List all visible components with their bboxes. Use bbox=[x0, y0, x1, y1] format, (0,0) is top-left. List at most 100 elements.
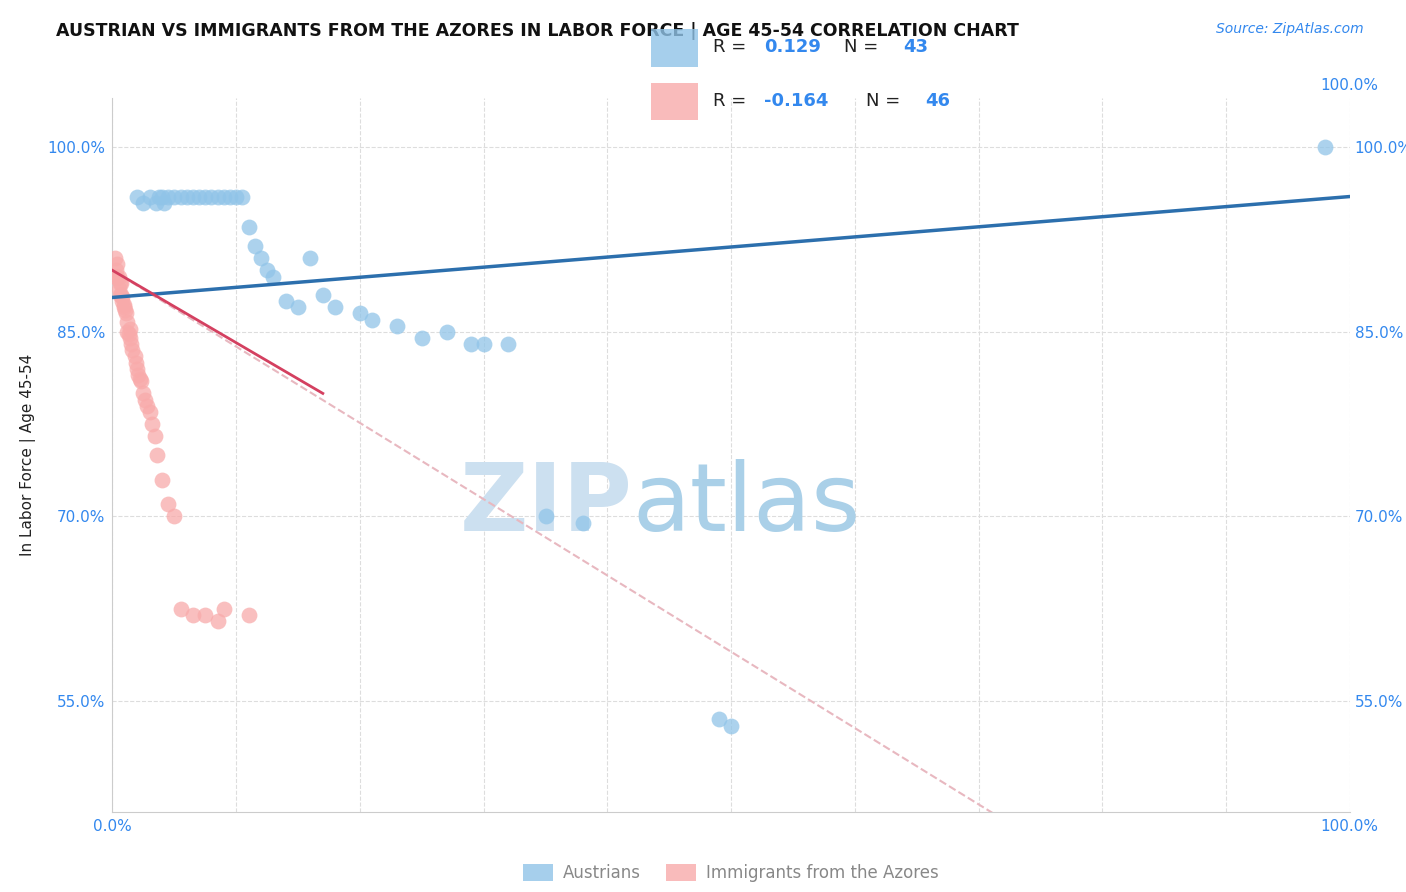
Point bbox=[212, 189, 235, 203]
Point bbox=[141, 417, 163, 432]
Point bbox=[118, 322, 141, 336]
Point bbox=[238, 220, 260, 235]
Point bbox=[207, 189, 229, 203]
Point bbox=[134, 392, 156, 407]
Point bbox=[138, 405, 160, 419]
Point bbox=[107, 269, 129, 284]
Point bbox=[129, 374, 152, 388]
Point bbox=[571, 516, 593, 530]
Point bbox=[349, 306, 371, 320]
Point bbox=[128, 371, 150, 385]
Point bbox=[250, 251, 273, 265]
Point bbox=[169, 601, 191, 615]
Point bbox=[108, 276, 131, 290]
Legend: Austrians, Immigrants from the Azores: Austrians, Immigrants from the Azores bbox=[516, 857, 946, 889]
Text: 46: 46 bbox=[925, 93, 950, 111]
Point bbox=[157, 497, 180, 511]
Point bbox=[127, 361, 149, 376]
Point bbox=[112, 300, 135, 314]
Point bbox=[194, 189, 217, 203]
Point bbox=[707, 713, 730, 727]
Point bbox=[231, 189, 253, 203]
Point bbox=[200, 189, 222, 203]
FancyBboxPatch shape bbox=[651, 29, 699, 67]
Point bbox=[157, 189, 180, 203]
Point bbox=[107, 269, 129, 284]
Point bbox=[104, 251, 127, 265]
Point bbox=[207, 614, 229, 628]
Text: R =: R = bbox=[713, 38, 752, 56]
FancyBboxPatch shape bbox=[651, 83, 699, 120]
Point bbox=[361, 312, 384, 326]
Point bbox=[110, 276, 132, 290]
Point bbox=[120, 337, 142, 351]
Point bbox=[124, 350, 146, 364]
Point bbox=[104, 269, 127, 284]
Point bbox=[110, 288, 132, 302]
Point bbox=[117, 327, 139, 342]
Point bbox=[136, 399, 159, 413]
Point bbox=[312, 288, 335, 302]
Text: R =: R = bbox=[713, 93, 752, 111]
Point bbox=[219, 189, 242, 203]
Point bbox=[411, 331, 433, 345]
Point bbox=[225, 189, 247, 203]
Text: N =: N = bbox=[845, 38, 884, 56]
Point bbox=[436, 325, 458, 339]
Point bbox=[163, 189, 186, 203]
Point bbox=[148, 189, 170, 203]
Point bbox=[323, 300, 346, 314]
Point bbox=[107, 257, 129, 271]
Point bbox=[472, 337, 495, 351]
Point bbox=[143, 429, 166, 443]
Point bbox=[169, 189, 191, 203]
Point bbox=[117, 325, 139, 339]
Point bbox=[299, 251, 322, 265]
Point bbox=[262, 269, 284, 284]
Point bbox=[460, 337, 482, 351]
Point bbox=[534, 509, 557, 524]
Point bbox=[243, 239, 266, 253]
Y-axis label: In Labor Force | Age 45-54: In Labor Force | Age 45-54 bbox=[21, 354, 37, 556]
Point bbox=[194, 607, 217, 622]
Point bbox=[153, 195, 176, 210]
Point bbox=[115, 306, 138, 320]
Point bbox=[181, 189, 204, 203]
Point bbox=[127, 368, 149, 382]
Point bbox=[111, 294, 134, 309]
Point bbox=[132, 386, 155, 401]
Point bbox=[138, 189, 160, 203]
Point bbox=[112, 298, 135, 312]
Text: N =: N = bbox=[866, 93, 907, 111]
Point bbox=[150, 189, 173, 203]
Point bbox=[181, 607, 204, 622]
Point bbox=[238, 607, 260, 622]
Text: AUSTRIAN VS IMMIGRANTS FROM THE AZORES IN LABOR FORCE | AGE 45-54 CORRELATION CH: AUSTRIAN VS IMMIGRANTS FROM THE AZORES I… bbox=[56, 22, 1019, 40]
Point bbox=[111, 290, 134, 304]
Point bbox=[146, 448, 169, 462]
Point bbox=[188, 189, 211, 203]
Point bbox=[176, 189, 198, 203]
Point bbox=[127, 189, 149, 203]
Text: 0.129: 0.129 bbox=[763, 38, 821, 56]
Point bbox=[274, 294, 297, 309]
Text: ZIP: ZIP bbox=[460, 458, 633, 551]
Point bbox=[287, 300, 309, 314]
Point bbox=[163, 509, 186, 524]
Point bbox=[720, 718, 742, 732]
Point bbox=[117, 315, 139, 329]
Point bbox=[114, 302, 136, 317]
Point bbox=[1313, 140, 1336, 154]
Text: atlas: atlas bbox=[633, 458, 860, 551]
Point bbox=[212, 601, 235, 615]
Point bbox=[385, 318, 408, 333]
Point bbox=[256, 263, 278, 277]
Point bbox=[118, 331, 141, 345]
Point bbox=[150, 473, 173, 487]
Point bbox=[105, 263, 128, 277]
Point bbox=[107, 282, 129, 296]
Text: Source: ZipAtlas.com: Source: ZipAtlas.com bbox=[1216, 22, 1364, 37]
Point bbox=[125, 356, 148, 370]
Text: -0.164: -0.164 bbox=[763, 93, 828, 111]
Point bbox=[132, 195, 155, 210]
